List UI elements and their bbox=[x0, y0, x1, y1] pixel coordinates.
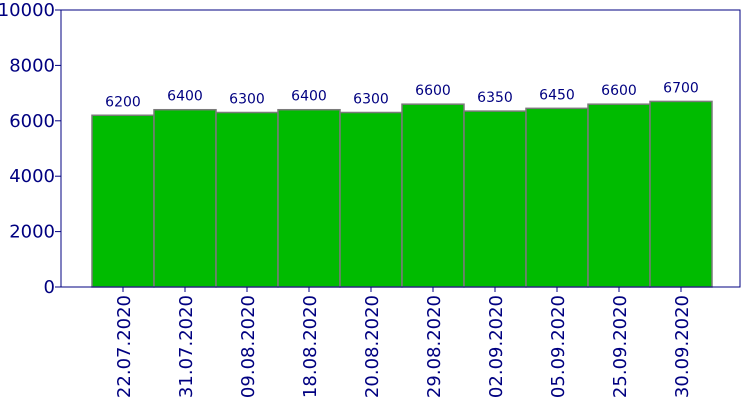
bar-18.08.2020 bbox=[277, 108, 341, 288]
x-axis: 22.07.2020 31.07.2020 09.08.2020 18.08.2020… bbox=[114, 287, 693, 398]
bar-30.09.2020 bbox=[649, 100, 713, 288]
x-tick-label: 05.09.2020 bbox=[548, 295, 569, 398]
bar-31.07.2020 bbox=[153, 108, 217, 288]
x-tick-label: 20.08.2020 bbox=[362, 295, 383, 398]
x-tick-label: 25.09.2020 bbox=[610, 295, 631, 398]
bar-value-label: 6700 bbox=[663, 80, 699, 96]
y-tick-label: 10000 bbox=[0, 0, 55, 21]
x-tick-label: 02.09.2020 bbox=[486, 295, 507, 398]
bar-value-label: 6350 bbox=[477, 90, 513, 106]
bar-group bbox=[91, 100, 713, 288]
bar-value-label: 6300 bbox=[353, 91, 389, 107]
y-tick-label: 2000 bbox=[9, 222, 55, 243]
bar-value-label: 6300 bbox=[229, 91, 265, 107]
bar-value-label: 6400 bbox=[167, 89, 203, 105]
y-axis: 0 2000 4000 6000 8000 10000 bbox=[0, 0, 61, 298]
y-tick-label: 8000 bbox=[9, 55, 55, 76]
plot-frame bbox=[60, 9, 741, 288]
bar-02.09.2020 bbox=[463, 110, 527, 288]
bar-20.08.2020 bbox=[339, 111, 403, 288]
bar-value-label: 6400 bbox=[291, 89, 327, 105]
x-tick-label: 31.07.2020 bbox=[176, 295, 197, 398]
bar-25.09.2020 bbox=[587, 103, 651, 288]
bar-value-label: 6450 bbox=[539, 87, 575, 103]
bar-22.07.2020 bbox=[91, 114, 155, 288]
x-tick-label: 18.08.2020 bbox=[300, 295, 321, 398]
y-tick-label: 6000 bbox=[9, 111, 55, 132]
bar-value-label: 6600 bbox=[415, 83, 451, 99]
bar-09.08.2020 bbox=[215, 111, 279, 288]
x-tick-label: 09.08.2020 bbox=[238, 295, 259, 398]
bar-value-label: 6200 bbox=[105, 94, 141, 110]
value-label-group: 6200 6400 6300 6400 6300 6600 6350 6450 6600 6700 bbox=[105, 80, 699, 110]
x-tick-label: 29.08.2020 bbox=[424, 295, 445, 398]
bar-value-label: 6600 bbox=[601, 83, 637, 99]
y-tick-label: 0 bbox=[44, 277, 55, 298]
x-tick-label: 30.09.2020 bbox=[672, 295, 693, 398]
y-tick-label: 4000 bbox=[9, 166, 55, 187]
x-tick-label: 22.07.2020 bbox=[114, 295, 135, 398]
bar-29.08.2020 bbox=[401, 103, 465, 288]
bar-05.09.2020 bbox=[525, 107, 589, 288]
